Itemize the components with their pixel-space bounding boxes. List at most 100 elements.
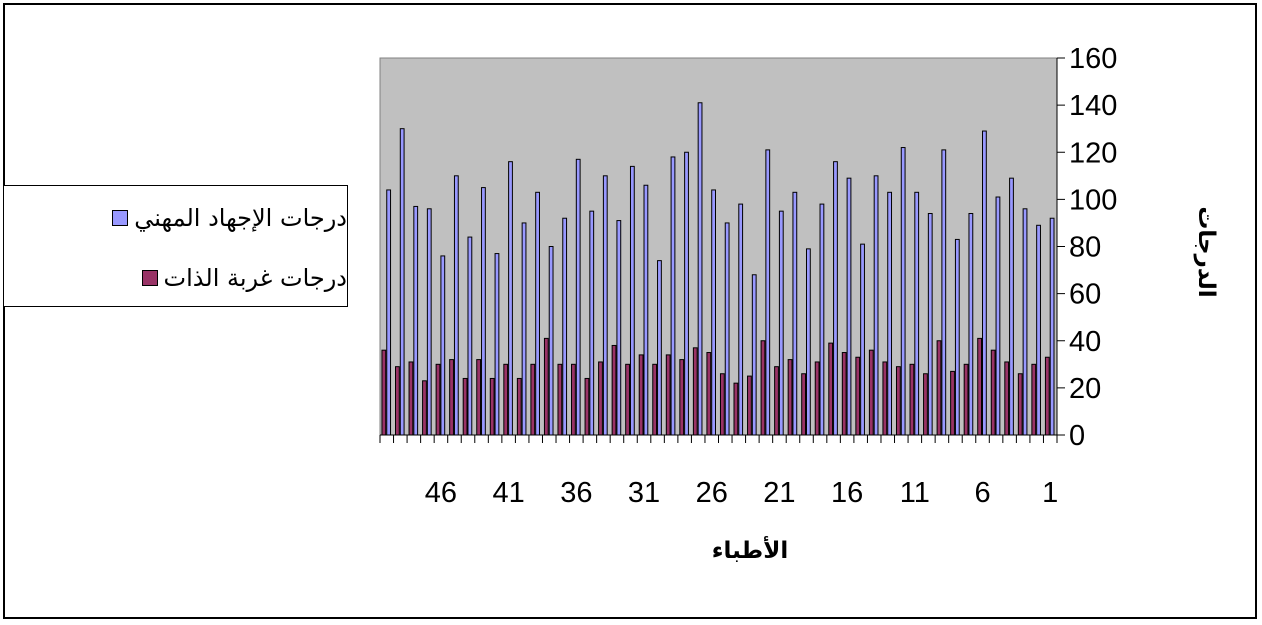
x-tick-label: 6 xyxy=(974,477,990,509)
bar-series-1-cat-49 xyxy=(399,128,405,436)
bar-series-1-cat-10 xyxy=(927,213,933,436)
bar-series-2-cat-28 xyxy=(679,359,685,436)
legend-item-series-1: درجات الإجهاد المهني xyxy=(10,204,347,232)
bar-series-1-cat-24 xyxy=(738,203,744,436)
bar-series-1-cat-7 xyxy=(968,213,974,436)
x-tick-label: 11 xyxy=(900,477,930,509)
bar-series-1-cat-11 xyxy=(914,191,920,436)
bar-series-2-cat-8 xyxy=(950,370,955,436)
bar-series-1-cat-47 xyxy=(426,208,432,436)
bar-series-2-cat-13 xyxy=(882,361,888,436)
bar-series-2-cat-2 xyxy=(1031,363,1037,436)
bar-series-1-cat-32 xyxy=(629,165,635,436)
y-tick-label: 0 xyxy=(1069,420,1085,452)
chart-border xyxy=(3,3,1257,619)
x-tick-label: 26 xyxy=(696,477,728,509)
x-tick-label: 16 xyxy=(831,477,863,509)
bar-series-2-cat-30 xyxy=(652,363,658,436)
bar-series-1-cat-20 xyxy=(792,191,798,436)
bar-series-1-cat-28 xyxy=(684,151,689,436)
x-tick-label: 1 xyxy=(1042,477,1058,509)
legend-swatch-series-2 xyxy=(141,270,158,286)
bar-series-2-cat-34 xyxy=(598,361,603,436)
bar-series-1-cat-26 xyxy=(711,189,717,436)
legend-label: درجات الإجهاد المهني xyxy=(134,204,347,232)
y-axis-title: الدرجات xyxy=(1178,192,1234,312)
bar-series-2-cat-7 xyxy=(963,363,969,436)
bar-series-1-cat-19 xyxy=(805,248,811,436)
bar-series-2-cat-20 xyxy=(787,359,793,436)
bar-series-2-cat-15 xyxy=(855,356,861,436)
bar-series-1-cat-27 xyxy=(697,102,703,436)
bar-series-2-cat-25 xyxy=(719,373,725,436)
bar-series-2-cat-35 xyxy=(584,377,590,436)
bar-series-2-cat-5 xyxy=(990,349,996,436)
y-tick-label: 60 xyxy=(1069,279,1101,311)
bar-series-1-cat-22 xyxy=(765,149,771,436)
bar-series-1-cat-3 xyxy=(1022,208,1028,436)
x-tick-label: 36 xyxy=(560,477,592,509)
bar-series-1-cat-14 xyxy=(873,175,879,436)
x-tick-label: 41 xyxy=(492,477,524,509)
bar-series-1-cat-18 xyxy=(819,203,825,436)
bar-series-2-cat-9 xyxy=(936,340,942,436)
bar-series-1-cat-21 xyxy=(778,210,784,436)
x-tick-label: 21 xyxy=(763,477,795,509)
bar-series-2-cat-38 xyxy=(543,337,549,436)
bars-layer xyxy=(381,102,1055,436)
bar-series-1-cat-50 xyxy=(386,189,392,436)
bar-series-2-cat-16 xyxy=(841,352,847,436)
bar-series-1-cat-15 xyxy=(860,243,865,436)
bar-series-1-cat-45 xyxy=(453,175,459,436)
bar-series-1-cat-2 xyxy=(1036,224,1041,436)
bar-series-1-cat-40 xyxy=(521,222,527,436)
bar-series-2-cat-4 xyxy=(1004,361,1010,436)
bar-series-1-cat-43 xyxy=(481,187,486,436)
bar-series-1-cat-17 xyxy=(833,161,838,436)
bar-series-2-cat-22 xyxy=(760,340,766,436)
y-tick-label: 160 xyxy=(1069,43,1117,75)
bar-series-2-cat-46 xyxy=(435,363,441,436)
y-tick-label: 120 xyxy=(1069,137,1117,169)
x-tick-label: 31 xyxy=(628,477,660,509)
bar-series-2-cat-45 xyxy=(449,359,454,436)
bar-series-2-cat-41 xyxy=(503,363,509,436)
bar-series-1-cat-33 xyxy=(616,220,622,436)
bar-series-2-cat-44 xyxy=(462,377,468,436)
bar-series-1-cat-34 xyxy=(602,175,608,436)
bar-series-2-cat-17 xyxy=(828,342,834,436)
bar-series-2-cat-43 xyxy=(476,359,482,436)
legend-label: درجات غربة الذات xyxy=(163,264,347,292)
bar-series-1-cat-23 xyxy=(751,274,757,436)
bar-series-2-cat-11 xyxy=(909,363,915,436)
bar-series-1-cat-9 xyxy=(941,149,947,436)
bar-series-1-cat-37 xyxy=(562,217,568,436)
bar-series-1-cat-5 xyxy=(995,196,1001,436)
bar-series-1-cat-36 xyxy=(575,158,581,436)
y-tick-label: 80 xyxy=(1069,232,1101,264)
bar-series-2-cat-31 xyxy=(638,354,644,436)
legend: درجات الإجهاد المهني درجات غربة الذات xyxy=(3,185,348,307)
bar-series-2-cat-3 xyxy=(1017,373,1023,436)
bar-series-2-cat-14 xyxy=(868,349,874,436)
bar-series-2-cat-49 xyxy=(395,366,400,436)
bar-series-1-cat-39 xyxy=(535,191,540,436)
bar-series-1-cat-46 xyxy=(440,255,446,436)
bar-series-2-cat-1 xyxy=(1044,356,1050,436)
bar-series-2-cat-50 xyxy=(381,349,387,436)
bar-series-2-cat-27 xyxy=(692,347,698,436)
bar-series-2-cat-26 xyxy=(706,352,712,436)
bar-series-1-cat-29 xyxy=(670,156,676,436)
bar-series-2-cat-19 xyxy=(801,373,806,436)
bar-series-1-cat-8 xyxy=(954,238,960,436)
y-tick-label: 140 xyxy=(1069,90,1117,122)
bar-series-2-cat-32 xyxy=(625,363,630,436)
bar-series-1-cat-4 xyxy=(1009,177,1014,436)
bar-series-1-cat-35 xyxy=(589,210,595,436)
bar-series-2-cat-36 xyxy=(571,363,576,436)
bar-series-2-cat-29 xyxy=(665,354,671,436)
bar-series-2-cat-33 xyxy=(611,344,617,436)
bar-series-2-cat-10 xyxy=(923,373,928,436)
bar-series-1-cat-16 xyxy=(846,177,852,436)
